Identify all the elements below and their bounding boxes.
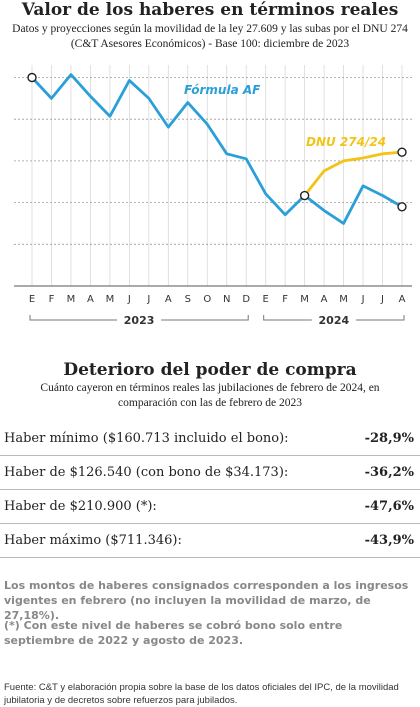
x-tick-label: D	[242, 294, 250, 305]
table-row: Haber de $210.900 (*): -47,6%	[0, 490, 420, 524]
row-value: -47,6%	[364, 499, 414, 514]
row-value: -28,9%	[364, 431, 414, 446]
x-tick-label: M	[300, 294, 309, 305]
series-line	[303, 150, 403, 197]
note: (*) Con este nivel de haberes se cobró b…	[4, 619, 343, 647]
section-subtitle: Cuánto cayeron en términos reales las ju…	[40, 382, 380, 409]
x-tick-label: E	[263, 294, 269, 305]
source: Fuente: C&T y elaboración propia sobre l…	[4, 682, 399, 706]
series-line	[30, 73, 403, 225]
note: Los montos de haberes consignados corres…	[4, 579, 409, 622]
x-tick-label: A	[399, 294, 406, 305]
x-tick-label: O	[203, 294, 211, 305]
row-label: Haber de $126.540 (con bono de $34.173):	[4, 465, 289, 480]
x-tick-label: A	[321, 294, 328, 305]
table-row: Haber de $126.540 (con bono de $34.173):…	[0, 456, 420, 490]
row-label: Haber mínimo ($160.713 incluido el bono)…	[4, 431, 289, 446]
x-tick-label: M	[106, 294, 115, 305]
x-tick-label: J	[380, 294, 384, 305]
series-label: DNU 274/24	[306, 135, 386, 149]
x-tick-label: J	[146, 294, 150, 305]
x-tick-label: M	[339, 294, 348, 305]
point	[299, 190, 310, 201]
section-title: Deterioro del poder de compra	[63, 360, 357, 380]
year-label: 2023	[124, 314, 155, 327]
row-value: -43,9%	[364, 533, 414, 548]
x-tick-label: J	[361, 294, 365, 305]
year-label: 2024	[319, 314, 350, 327]
year-bracket	[263, 315, 405, 321]
point	[397, 202, 407, 212]
x-tick-label: E	[29, 294, 35, 305]
series-label: Fórmula AF	[184, 83, 261, 97]
point	[27, 72, 37, 83]
table-row: Haber máximo ($711.346): -43,9%	[0, 524, 420, 558]
x-tick-label: A	[165, 294, 172, 305]
title: Valor de los haberes en términos reales	[21, 0, 399, 20]
row-label: Haber máximo ($711.346):	[4, 533, 182, 548]
x-tick-label: A	[87, 294, 94, 305]
row-label: Haber de $210.900 (*):	[4, 499, 157, 514]
x-tick-label: S	[185, 294, 191, 305]
x-tick-label: F	[282, 294, 288, 305]
x-tick-label: M	[67, 294, 76, 305]
x-tick-label: J	[127, 294, 131, 305]
row-value: -36,2%	[364, 465, 414, 480]
subtitle: Datos y proyecciones según la movilidad …	[12, 23, 408, 50]
year-bracket	[29, 315, 249, 321]
x-tick-label: F	[49, 294, 55, 305]
table-row: Haber mínimo ($160.713 incluido el bono)…	[0, 422, 420, 456]
point	[397, 147, 407, 157]
x-tick-label: N	[223, 294, 230, 305]
